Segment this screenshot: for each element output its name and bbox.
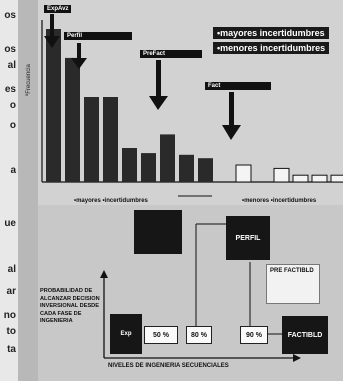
bar-1: [46, 29, 61, 182]
bar-2: [65, 57, 80, 182]
left-text-line: no: [3, 310, 16, 321]
arrow-icon: [222, 92, 241, 140]
bar-7: [160, 134, 175, 182]
left-text-line: ar: [6, 286, 16, 297]
left-text-line: es: [4, 84, 16, 95]
left-text-line: to: [6, 326, 16, 337]
bar-3: [84, 97, 99, 182]
arrow-icon: [71, 43, 87, 69]
left-text-column: os os al es o o a ue al ar no to ta: [0, 0, 18, 381]
arrow-right-icon: [293, 354, 301, 362]
percent-box: 90 %: [240, 326, 268, 344]
x-note-menores: •menores •incertidumbres: [242, 198, 317, 204]
phase-box-exp: Exp: [110, 314, 142, 354]
bar-14: [292, 174, 309, 183]
phase-box-prefact: PRE FACTIBLD: [266, 264, 320, 304]
x-note-mayores: •mayores •incertidumbres: [74, 198, 148, 204]
phase-box-photo: [134, 210, 182, 254]
phase-box-perfil: PERFIL: [226, 216, 270, 260]
phase-tag-perfil: Perfil: [64, 32, 132, 40]
left-text-line: os: [4, 44, 16, 55]
phase-tag-fact: Fact: [205, 82, 271, 90]
phase-box-factib: FACTIBLD: [282, 316, 328, 354]
left-text-line: o: [9, 100, 16, 111]
arrow-icon: [149, 60, 168, 110]
percent-box: 50 %: [144, 326, 178, 344]
bar-6: [141, 153, 156, 182]
left-text-line: al: [7, 60, 16, 71]
bar-8: [179, 154, 194, 182]
bar-5: [122, 148, 137, 182]
bar-11: [235, 164, 252, 183]
bar-16: [330, 174, 343, 183]
legend-item-menores: •menores incertidumbres: [213, 42, 330, 54]
arrow-up-icon: [100, 270, 108, 278]
left-text-line: ta: [7, 344, 16, 355]
left-text-line: o: [9, 120, 16, 131]
frequency-chart: [41, 14, 343, 197]
arrow-icon: [44, 14, 60, 48]
probability-axis-label: PROBABILIDAD DE ALCANZAR DECISION INVERS…: [40, 288, 100, 324]
left-text-line: a: [10, 165, 16, 176]
levels-axis-label: NIVELES DE INGENIERIA SECUENCIALES: [108, 363, 229, 369]
left-text-line: al: [7, 264, 16, 275]
phase-tag-prefact: PreFact: [140, 50, 202, 58]
bar-15: [311, 174, 328, 183]
percent-box: 80 %: [186, 326, 212, 344]
bar-9: [198, 158, 213, 182]
left-text-line: ue: [4, 218, 16, 229]
bar-4: [103, 97, 118, 182]
legend-item-mayores: •mayores incertidumbres: [213, 27, 329, 39]
bar-13: [273, 167, 290, 183]
phase-tag-expavz: ExpAvz: [44, 5, 72, 13]
left-text-line: os: [4, 10, 16, 21]
